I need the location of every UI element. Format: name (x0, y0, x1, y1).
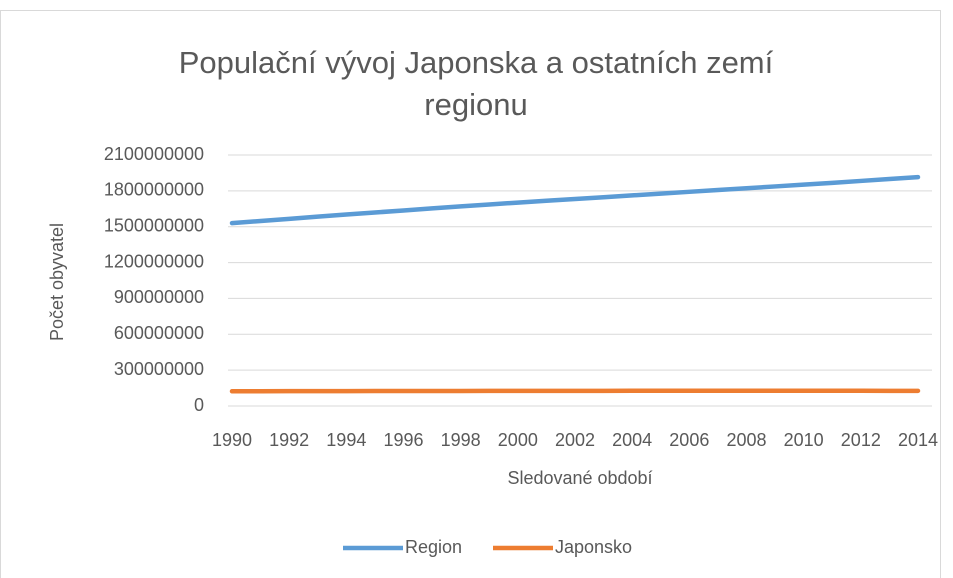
y-tick-label: 1800000000 (104, 180, 204, 200)
x-tick-label: 1996 (383, 430, 423, 450)
x-tick-label: 2006 (669, 430, 709, 450)
y-tick-label: 900000000 (114, 287, 204, 307)
x-axis-label: Sledované období (507, 468, 652, 488)
chart-border (0, 10, 941, 578)
y-tick-label: 2100000000 (104, 144, 204, 164)
x-tick-label: 2014 (898, 430, 938, 450)
y-tick-label: 0 (194, 395, 204, 415)
legend-label: Region (405, 537, 462, 557)
x-tick-label: 2000 (498, 430, 538, 450)
y-tick-label: 1500000000 (104, 215, 204, 235)
y-axis-label: Počet obyvatel (47, 223, 67, 341)
y-tick-label: 600000000 (114, 323, 204, 343)
y-tick-label: 1200000000 (104, 251, 204, 271)
x-tick-label: 2010 (784, 430, 824, 450)
x-tick-label: 2002 (555, 430, 595, 450)
x-tick-label: 1990 (212, 430, 252, 450)
x-tick-label: 2012 (841, 430, 881, 450)
x-tick-label: 1992 (269, 430, 309, 450)
chart-title: Populační vývoj Japonska a ostatních zem… (178, 45, 774, 122)
x-tick-label: 1994 (326, 430, 366, 450)
x-tick-label: 2004 (612, 430, 652, 450)
y-tick-label: 300000000 (114, 359, 204, 379)
legend-label: Japonsko (555, 537, 632, 557)
series-line (229, 174, 921, 226)
x-tick-label: 2008 (726, 430, 766, 450)
x-tick-label: 1998 (441, 430, 481, 450)
